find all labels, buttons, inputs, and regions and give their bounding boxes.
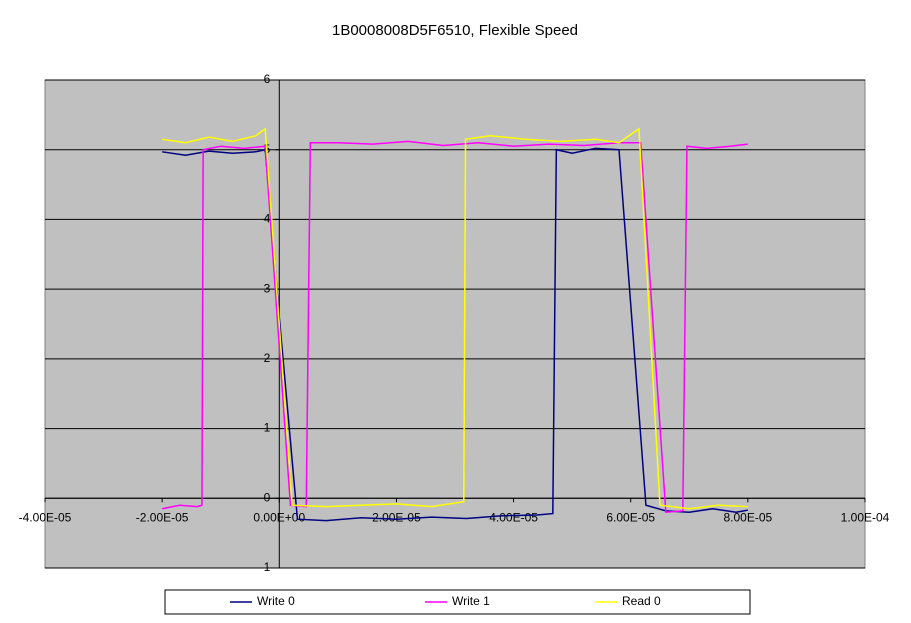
y-tick-label: -1 — [260, 560, 271, 574]
series-line — [162, 147, 748, 522]
x-tick-label: 1.00E-04 — [841, 510, 890, 524]
legend-label: Write 0 — [257, 594, 295, 608]
y-tick-label: 2 — [264, 351, 271, 365]
y-tick-label: 6 — [264, 72, 271, 86]
x-tick-label: 0.00E+00 — [253, 510, 305, 524]
y-tick-label: 1 — [264, 421, 271, 435]
series-line — [161, 140, 748, 514]
plot-area — [44, 79, 866, 569]
x-tick-label: 2.00E-05 — [372, 510, 421, 524]
x-tick-label: -4.00E-05 — [19, 510, 72, 524]
x-tick-label: -2.00E-05 — [136, 510, 189, 524]
y-tick-label: 4 — [264, 212, 271, 226]
series-line — [162, 127, 748, 510]
legend — [164, 589, 751, 615]
x-tick-label: 8.00E-05 — [724, 510, 773, 524]
legend-label: Read 0 — [622, 594, 661, 608]
chart-title: 1B0008008D5F6510, Flexible Speed — [332, 22, 578, 39]
y-tick-label: 0 — [264, 490, 271, 504]
y-tick-label: 3 — [264, 281, 271, 295]
x-tick-label: 4.00E-05 — [489, 510, 538, 524]
x-tick-label: 6.00E-05 — [606, 510, 655, 524]
legend-label: Write 1 — [452, 594, 490, 608]
